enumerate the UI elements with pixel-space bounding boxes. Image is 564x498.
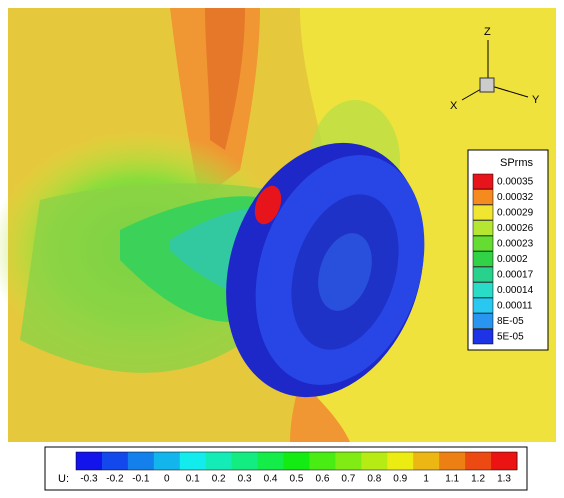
legend-label: 0.0002: [497, 254, 528, 265]
colorbar-segment: [413, 452, 439, 470]
legend-swatch: [473, 221, 493, 236]
legend-swatch: [473, 174, 493, 189]
colorbar-segment: [258, 452, 284, 470]
colorbar-tick-label: 0.9: [393, 474, 407, 485]
legend-label: 0.00035: [497, 177, 534, 188]
colorbar-tick-label: 1.1: [445, 474, 459, 485]
colorbar-tick-label: 0.5: [290, 474, 304, 485]
colorbar-tick-label: 0: [164, 474, 170, 485]
colorbar-tick-label: -0.1: [132, 474, 150, 485]
colorbar-segment: [284, 452, 310, 470]
triad-cube: [480, 78, 494, 92]
colorbar-tick-label: -0.3: [80, 474, 98, 485]
legend-label: 0.00032: [497, 192, 534, 203]
colorbar-tick-label: 0.3: [238, 474, 252, 485]
colorbar: U: -0.3 -0.2 -0.1 0 0.1 0.2 0.3 0.4 0.5 0.6 0.7 0.8…: [45, 447, 527, 490]
legend-swatch: [473, 267, 493, 282]
colorbar-segment: [439, 452, 465, 470]
colorbar-label: U:: [58, 473, 69, 485]
colorbar-tick-label: 0.7: [341, 474, 355, 485]
colorbar-tick-label: 0.8: [367, 474, 381, 485]
colorbar-tick-label: -0.2: [106, 474, 124, 485]
legend-label: 0.00014: [497, 285, 534, 296]
legend-label: 5E-05: [497, 332, 524, 343]
colorbar-tick-label: 0.6: [315, 474, 329, 485]
colorbar-segment: [206, 452, 232, 470]
triad-label: X: [450, 100, 458, 112]
colorbar-segment: [387, 452, 413, 470]
colorbar-segment: [232, 452, 258, 470]
legend-label: 0.00011: [497, 301, 533, 312]
colorbar-segment: [361, 452, 387, 470]
legend-title: SPrms: [500, 157, 534, 169]
triad-label: Z: [484, 26, 491, 38]
colorbar-segment: [102, 452, 128, 470]
colorbar-tick-label: 0.4: [264, 474, 278, 485]
legend-swatch: [473, 236, 493, 251]
colorbar-segment: [154, 452, 180, 470]
colorbar-segment: [128, 452, 154, 470]
legend-label: 0.00026: [497, 223, 534, 234]
colorbar-tick-label: 0.1: [186, 474, 200, 485]
colorbar-tick-label: 0.2: [212, 474, 226, 485]
colorbar-segment: [465, 452, 491, 470]
colorbar-segment: [491, 452, 517, 470]
legend: SPrms 0.00035 0.00032 0.00029 0.00026 0.0002…: [468, 150, 548, 350]
legend-swatch: [473, 205, 493, 220]
colorbar-segment: [309, 452, 335, 470]
legend-label: 0.00023: [497, 239, 534, 250]
colorbar-tick-label: 1: [423, 474, 429, 485]
colorbar-segment: [180, 452, 206, 470]
colorbar-segment: [76, 452, 102, 470]
legend-label: 0.00017: [497, 270, 534, 281]
triad-label: Y: [532, 94, 540, 106]
legend-swatch: [473, 252, 493, 267]
colorbar-tick-label: 1.2: [471, 474, 485, 485]
visualization: Z X Y SPrms 0.00035 0.00032 0.00029 0.00026…: [0, 0, 564, 493]
legend-swatch: [473, 190, 493, 205]
colorbar-tick-label: 1.3: [497, 474, 511, 485]
legend-swatch: [473, 283, 493, 298]
colorbar-segment: [335, 452, 361, 470]
legend-label: 0.00029: [497, 208, 534, 219]
legend-swatch: [473, 329, 493, 344]
legend-swatch: [473, 298, 493, 313]
legend-swatch: [473, 314, 493, 329]
legend-label: 8E-05: [497, 316, 524, 327]
